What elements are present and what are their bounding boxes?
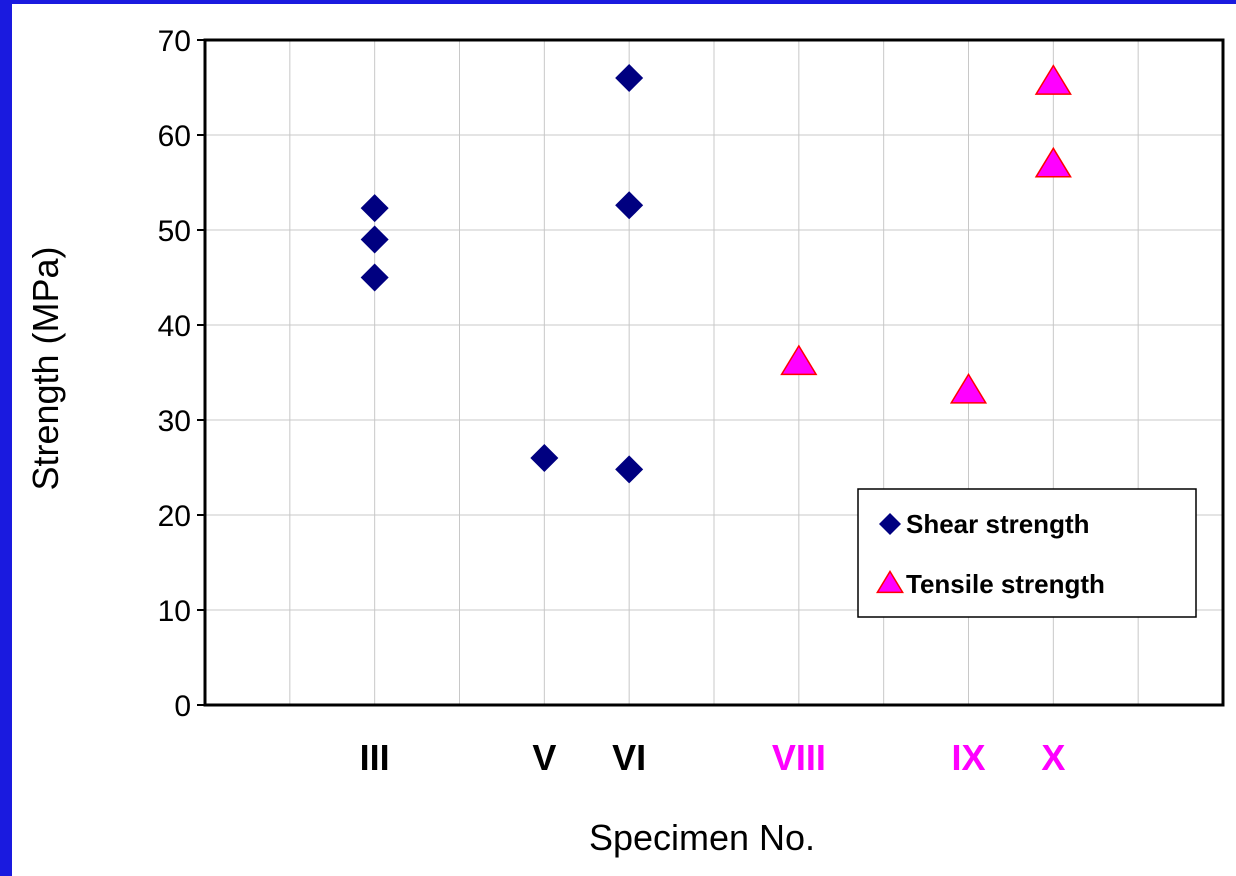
chart-canvas: 0 10 20 30 40 50 60 70 III V VI VIII IX X Strength (…: [12, 4, 1236, 876]
legend-label: Shear strength: [906, 509, 1090, 539]
left-frame-border: [0, 0, 12, 876]
x-category-label: IX: [951, 737, 985, 778]
legend-box: [857, 488, 1197, 618]
shear-strength-point: [360, 225, 389, 254]
y-tick-label: 60: [158, 120, 191, 153]
y-axis-title: Strength (MPa): [25, 246, 66, 490]
y-tick-label: 40: [158, 310, 191, 343]
y-axis-ticks: 0 10 20 30 40 50 60 70: [158, 25, 205, 723]
x-category-label: V: [532, 737, 556, 778]
y-tick-label: 0: [174, 690, 191, 723]
top-frame-border: [0, 0, 1236, 4]
shear-strength-point: [615, 64, 644, 92]
legend-label: Tensile strength: [906, 569, 1105, 599]
legend-triangle-icon: [876, 570, 904, 594]
x-category-label: X: [1041, 737, 1065, 778]
tensile-strength-point: [949, 372, 988, 404]
shear-strength-point: [615, 455, 644, 484]
tensile-strength-point: [1034, 64, 1072, 95]
shear-strength-point: [360, 263, 389, 292]
y-tick-label: 30: [158, 405, 191, 438]
shear-strength-point: [360, 194, 389, 223]
shear-strength-point: [615, 191, 644, 220]
x-category-label: VIII: [772, 737, 826, 778]
scatter-chart: 0 10 20 30 40 50 60 70 III V VI VIII IX X Strength (…: [25, 25, 1225, 858]
plot-area-border: [203, 38, 1225, 707]
legend: Shear strength Tensile strength: [857, 488, 1197, 618]
y-tick-label: 20: [158, 500, 191, 533]
legend-diamond-icon: [879, 513, 901, 535]
x-axis-title: Specimen No.: [589, 817, 815, 858]
tensile-strength-point: [1034, 146, 1072, 178]
x-category-label: III: [360, 737, 390, 778]
data-markers: [360, 64, 1072, 484]
tensile-strength-point: [780, 344, 818, 376]
x-category-label: VI: [612, 737, 646, 778]
y-tick-label: 70: [158, 25, 191, 58]
y-tick-label: 50: [158, 215, 191, 248]
x-axis-categories: III V VI VIII IX X: [360, 737, 1066, 778]
y-tick-label: 10: [158, 595, 191, 628]
shear-strength-point: [530, 444, 559, 472]
